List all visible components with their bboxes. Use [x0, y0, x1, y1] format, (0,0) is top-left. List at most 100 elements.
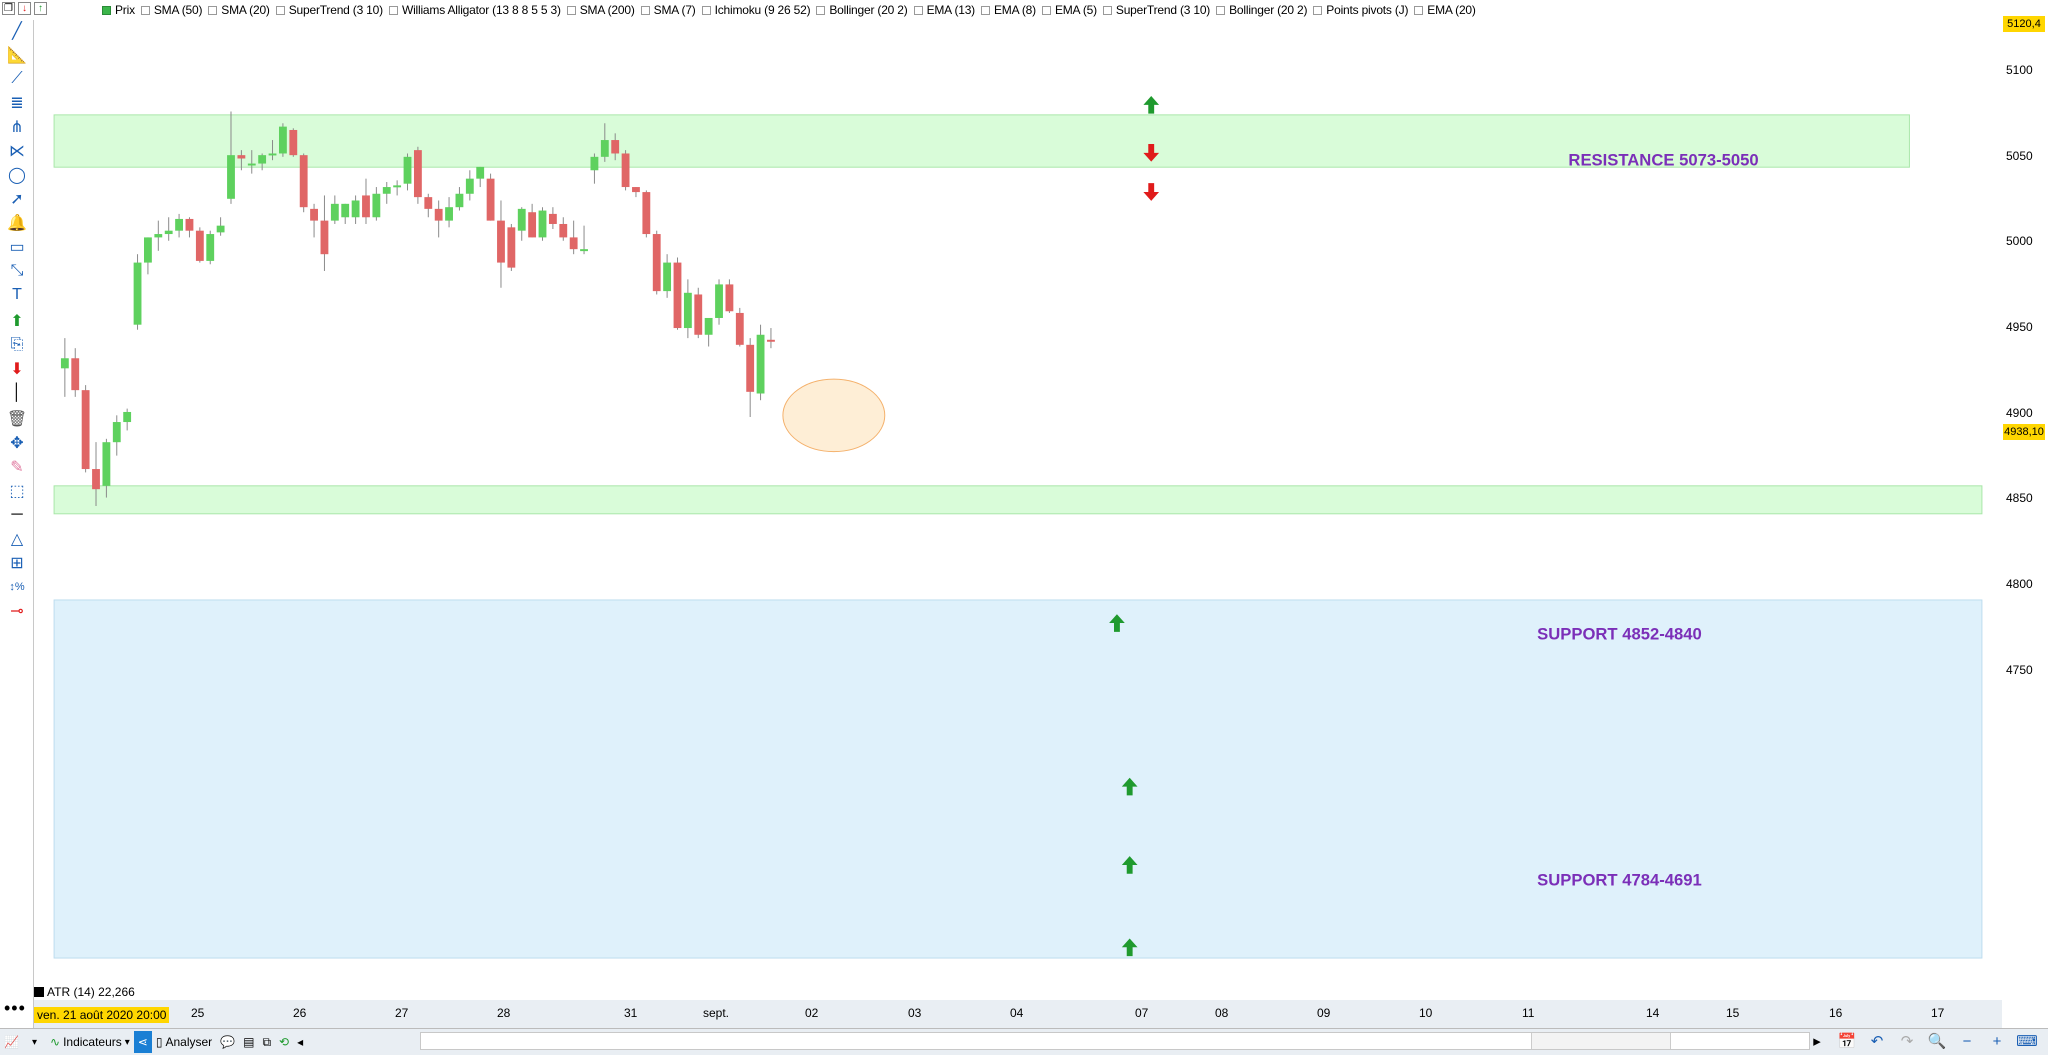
- down-arrow-tool-icon[interactable]: ⬇: [10, 361, 24, 378]
- indicator-checkbox[interactable]: [701, 5, 711, 15]
- candle[interactable]: [465, 170, 474, 201]
- eraser-icon[interactable]: ✎: [10, 459, 24, 476]
- box-plus-icon[interactable]: ⊞: [10, 555, 24, 572]
- candle[interactable]: [247, 150, 256, 174]
- indicator-checkbox[interactable]: [1041, 5, 1051, 15]
- segment-icon[interactable]: ⤡: [10, 262, 24, 279]
- chart-style-icon[interactable]: 📈: [4, 1035, 19, 1049]
- candle[interactable]: [767, 328, 775, 349]
- fib-fan-icon[interactable]: ⋉: [9, 143, 25, 160]
- indicator-toggle[interactable]: Williams Alligator (13 8 8 5 5 3): [383, 3, 561, 17]
- candle[interactable]: [663, 254, 672, 298]
- candle[interactable]: [382, 182, 391, 204]
- candle[interactable]: [206, 230, 215, 265]
- price-chart[interactable]: RESISTANCE 5073-5050 SUPPORT 4852-4840 S…: [34, 0, 2002, 960]
- candle[interactable]: [299, 153, 308, 213]
- redo-icon[interactable]: ↷: [1900, 1033, 1914, 1050]
- indicator-checkbox[interactable]: [816, 5, 826, 15]
- undo-icon[interactable]: ↶: [1870, 1033, 1884, 1050]
- candle[interactable]: [735, 307, 744, 347]
- candle[interactable]: [590, 153, 599, 184]
- candle[interactable]: [195, 227, 204, 263]
- candle[interactable]: [642, 190, 651, 238]
- candle[interactable]: [611, 133, 620, 161]
- scroll-left-icon[interactable]: ◂: [297, 1035, 304, 1049]
- move-icon[interactable]: ✥: [10, 435, 24, 452]
- indicator-checkbox[interactable]: [1313, 5, 1323, 15]
- candle[interactable]: [175, 213, 183, 238]
- candle[interactable]: [445, 197, 453, 228]
- percent-icon[interactable]: ↕%: [9, 581, 25, 593]
- candle[interactable]: [60, 338, 69, 397]
- candle[interactable]: [559, 217, 568, 241]
- indicator-toggle[interactable]: SMA (7): [635, 3, 696, 17]
- indicators-button[interactable]: ∿ Indicateurs ▾: [46, 1031, 134, 1053]
- vertical-line-icon[interactable]: │: [12, 384, 22, 401]
- scroll-right-icon[interactable]: ▸: [1813, 1033, 1821, 1050]
- candle[interactable]: [497, 200, 505, 288]
- indicator-checkbox[interactable]: [140, 5, 150, 15]
- indicator-checkbox[interactable]: [1102, 5, 1112, 15]
- candle[interactable]: [278, 123, 287, 157]
- indicator-toggle[interactable]: EMA (5): [1036, 3, 1097, 17]
- candle[interactable]: [154, 220, 163, 251]
- indicator-toggle[interactable]: SMA (200): [561, 3, 635, 17]
- indicator-toggle[interactable]: SMA (20): [202, 3, 270, 17]
- indicator-checkbox[interactable]: [275, 5, 285, 15]
- indicator-toggle[interactable]: Bollinger (20 2): [1210, 3, 1307, 17]
- indicator-toggle[interactable]: SMA (50): [135, 3, 202, 17]
- indicator-checkbox[interactable]: [388, 5, 398, 15]
- atr-indicator[interactable]: ATR (14) 22,266: [34, 984, 135, 1000]
- indicator-toggle[interactable]: Bollinger (20 2): [810, 3, 908, 17]
- candle[interactable]: [268, 140, 277, 161]
- candle[interactable]: [600, 123, 609, 162]
- candle[interactable]: [164, 217, 173, 241]
- candle[interactable]: [434, 200, 443, 238]
- candle[interactable]: [185, 217, 194, 238]
- candle[interactable]: [362, 178, 370, 224]
- pitchfork-icon[interactable]: ⋔: [10, 119, 24, 136]
- candle[interactable]: [528, 203, 537, 238]
- candle[interactable]: [372, 187, 381, 221]
- candle[interactable]: [289, 128, 298, 157]
- price-axis[interactable]: [2002, 0, 2048, 1000]
- scrollbar-thumb[interactable]: [1531, 1033, 1671, 1049]
- candle[interactable]: [351, 195, 360, 224]
- candle[interactable]: [746, 338, 755, 418]
- indicator-toggle[interactable]: EMA (8): [975, 3, 1036, 17]
- candle[interactable]: [330, 195, 339, 224]
- zoom-out-icon[interactable]: −: [1962, 1032, 1972, 1050]
- candle[interactable]: [112, 415, 121, 456]
- zoom-rect-icon[interactable]: ⬚: [9, 483, 25, 500]
- candle[interactable]: [227, 111, 235, 204]
- copy-icon[interactable]: ⎘: [10, 336, 24, 353]
- horizontal-line-icon[interactable]: ─: [11, 506, 23, 523]
- indicator-checkbox[interactable]: [102, 5, 111, 15]
- ellipse-icon[interactable]: ◯: [8, 167, 26, 184]
- indicator-checkbox[interactable]: [640, 5, 650, 15]
- share-icon[interactable]: ⋖: [133, 1031, 152, 1053]
- chat-icon[interactable]: 💬: [220, 1035, 236, 1049]
- support-zone-1[interactable]: [53, 485, 1983, 515]
- candle[interactable]: [569, 220, 578, 255]
- candle[interactable]: [81, 385, 90, 473]
- indicator-checkbox[interactable]: [980, 5, 990, 15]
- candle[interactable]: [507, 223, 516, 271]
- indicator-toggle[interactable]: SuperTrend (3 10): [270, 3, 383, 17]
- line-tool-icon[interactable]: ╱: [12, 23, 22, 40]
- candle[interactable]: [694, 287, 703, 339]
- candle[interactable]: [320, 195, 329, 271]
- candle[interactable]: [652, 230, 661, 295]
- candle[interactable]: [413, 146, 422, 204]
- candle[interactable]: [476, 166, 485, 188]
- candle[interactable]: [538, 207, 547, 241]
- indicator-toggle[interactable]: Prix: [96, 3, 135, 17]
- down-arrow-icon[interactable]: [1143, 144, 1160, 162]
- chart-style-dropdown-icon[interactable]: ▾: [32, 1036, 38, 1048]
- indicator-checkbox[interactable]: [1216, 5, 1226, 15]
- down-arrow-icon[interactable]: [1143, 183, 1160, 201]
- candle[interactable]: [310, 203, 318, 238]
- candle[interactable]: [92, 442, 100, 506]
- triangle-icon[interactable]: △: [10, 531, 24, 548]
- up-arrow-icon[interactable]: [1143, 96, 1160, 114]
